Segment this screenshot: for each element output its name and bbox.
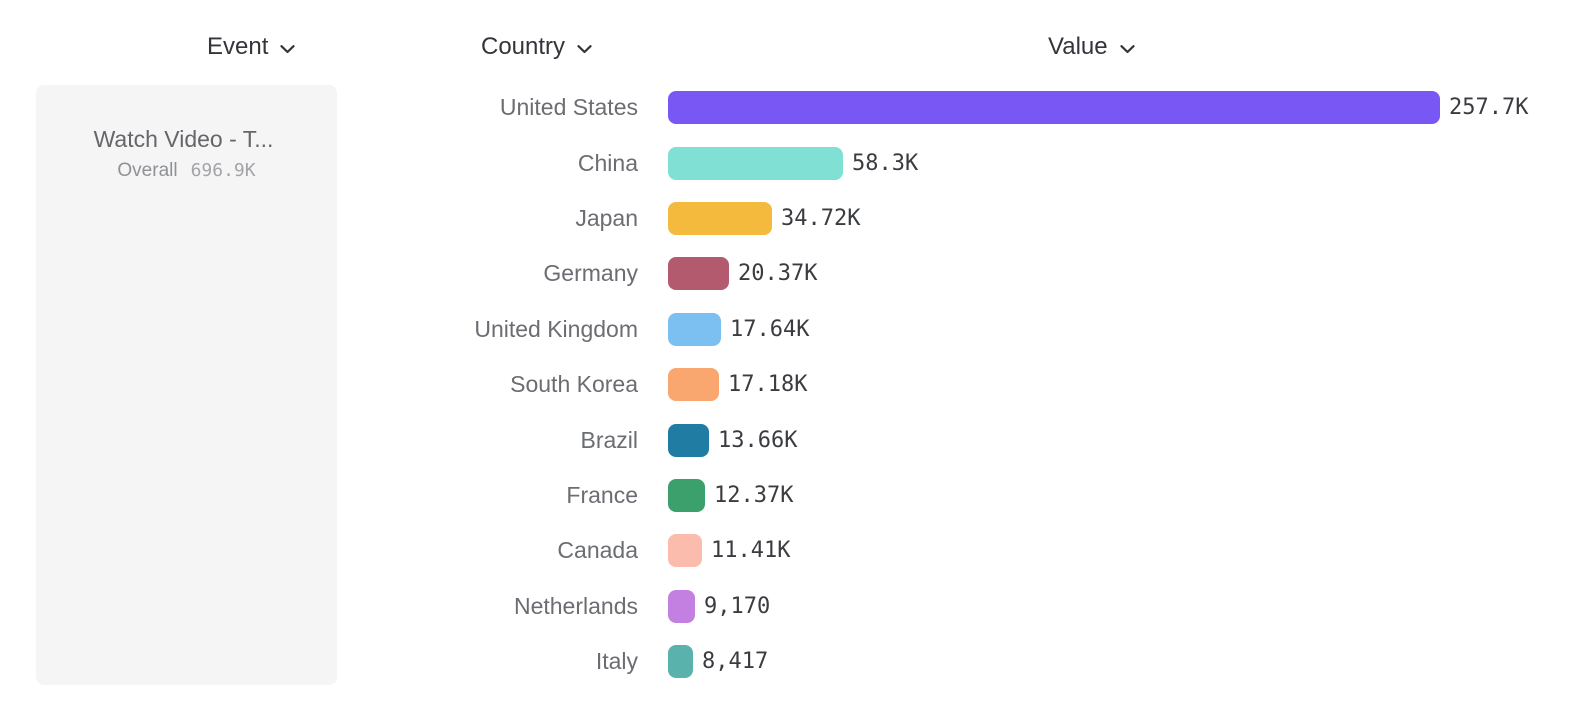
chevron-down-icon	[280, 33, 295, 61]
value-column-dropdown[interactable]: Value	[1048, 33, 1135, 61]
bar[interactable]	[668, 146, 843, 180]
event-name: Watch Video - T...	[93, 126, 274, 152]
bar[interactable]	[668, 312, 721, 346]
event-module-card[interactable]: Watch Video - T... Overall 696.9K	[36, 85, 337, 685]
value-label: 17.64K	[730, 316, 810, 342]
bar[interactable]	[668, 257, 729, 291]
event-column-label: Event	[207, 33, 269, 60]
value-label: 11.41K	[711, 538, 791, 564]
bar[interactable]	[668, 368, 719, 402]
value-label: 257.7K	[1449, 95, 1529, 121]
country-label: United Kingdom	[474, 315, 638, 342]
bar[interactable]	[668, 478, 705, 512]
bar-row: Japan 34.72K	[0, 191, 1584, 246]
bar-row: United States 257.7K	[0, 80, 1584, 135]
country-label: United States	[499, 94, 638, 121]
bar-row: Brazil 13.66K	[0, 412, 1584, 467]
value-label: 13.66K	[718, 427, 798, 453]
metric-value: 696.9K	[190, 160, 256, 181]
value-label: 20.37K	[738, 261, 818, 287]
country-label: Germany	[543, 260, 638, 287]
event-column-dropdown[interactable]: Event	[207, 33, 295, 61]
bar-row: Netherlands 9,170	[0, 579, 1584, 634]
value-label: 58.3K	[852, 150, 919, 176]
country-column-label: Country	[481, 33, 566, 60]
value-label: 9,170	[704, 593, 771, 619]
value-label: 12.37K	[714, 482, 794, 508]
bar-row: Italy 8,417	[0, 634, 1584, 689]
country-column-dropdown[interactable]: Country	[481, 33, 592, 61]
bar-row: France 12.37K	[0, 468, 1584, 523]
bar-row: United Kingdom 17.64K	[0, 302, 1584, 357]
chevron-down-icon	[1120, 33, 1135, 61]
value-label: 17.18K	[728, 372, 808, 398]
bar-row: Germany 20.37K	[0, 246, 1584, 301]
country-label: Netherlands	[513, 592, 638, 619]
bar[interactable]	[668, 534, 702, 568]
country-label: France	[566, 481, 638, 508]
country-label: Canada	[557, 537, 638, 564]
country-label: Italy	[595, 648, 638, 675]
value-column-label: Value	[1048, 33, 1108, 60]
chevron-down-icon	[577, 33, 592, 61]
bar[interactable]	[668, 423, 709, 457]
bar[interactable]	[668, 645, 693, 679]
bar-row: China 58.3K	[0, 135, 1584, 190]
bar[interactable]	[668, 201, 772, 235]
country-label: Japan	[575, 204, 638, 231]
country-label: South Korea	[510, 371, 638, 398]
country-label: China	[577, 149, 638, 176]
bar-row: South Korea 17.18K	[0, 357, 1584, 412]
bar-row: Canada 11.41K	[0, 523, 1584, 578]
bar[interactable]	[668, 589, 695, 623]
bar-rows: United States 257.7K China 58.3K Japan 3…	[0, 80, 1584, 689]
event-metric: Overall 696.9K	[36, 160, 337, 182]
metric-label: Overall	[117, 160, 178, 181]
bar[interactable]	[668, 91, 1440, 125]
value-label: 8,417	[702, 649, 769, 675]
value-label: 34.72K	[781, 205, 861, 231]
country-label: Brazil	[580, 426, 638, 453]
